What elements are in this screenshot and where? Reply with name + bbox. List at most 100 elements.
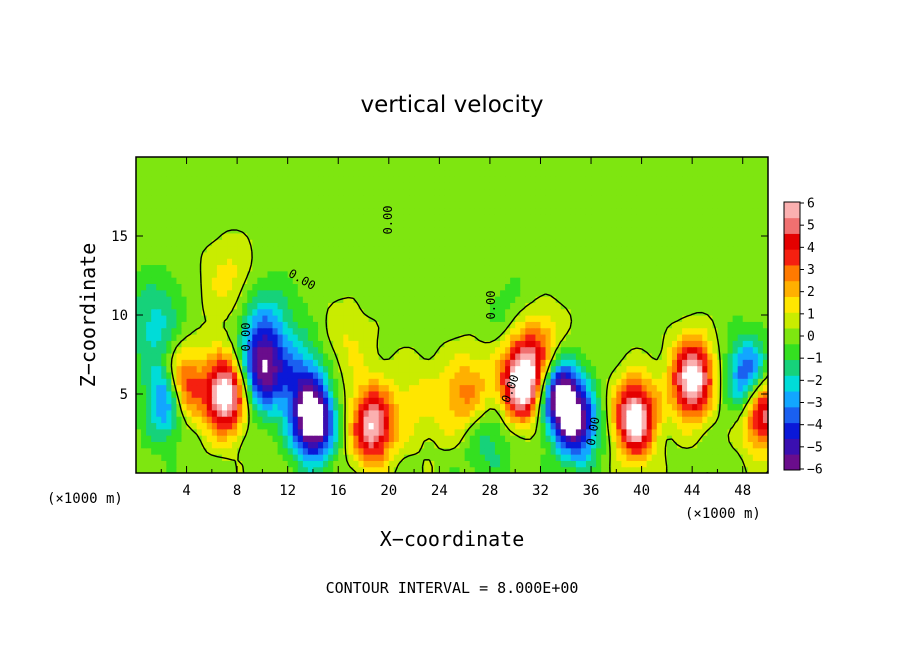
heatmap-cell [626,258,633,266]
heatmap-cell [459,258,466,266]
heatmap-cell [611,416,617,424]
heatmap-cell [398,390,405,398]
heatmap-cell [494,403,501,411]
heatmap-cell [378,409,385,417]
heatmap-cell [757,409,764,417]
heatmap-cell [717,346,724,354]
heatmap-cell [616,409,622,417]
heatmap-cell [272,460,279,468]
heatmap-cell [494,371,501,379]
heatmap-cell [757,289,764,297]
heatmap-cell [429,416,435,424]
heatmap-cell [338,403,344,411]
heatmap-cell [211,289,218,297]
heatmap-cell [302,403,309,411]
heatmap-cell [474,302,481,310]
heatmap-cell [186,371,193,379]
heatmap-cell [500,435,506,442]
heatmap-cell [520,245,526,253]
heatmap-cell [646,428,653,436]
heatmap-cell [393,321,400,329]
heatmap-cell [393,352,400,360]
heatmap-cell [646,232,653,240]
heatmap-cell [307,460,314,468]
heatmap-cell [181,352,188,360]
heatmap-cell [439,422,446,430]
heatmap-cell [318,378,324,386]
heatmap-cell [500,251,506,259]
heatmap-cell [252,435,258,442]
heatmap-cell [762,239,768,247]
heatmap-cell [338,371,344,379]
heatmap-cell [489,346,496,354]
heatmap-cell [242,422,248,430]
heatmap-cell [151,239,157,247]
heatmap-cell [525,327,531,335]
heatmap-cell [626,384,633,392]
heatmap-cell [565,466,572,473]
heatmap-cell [383,302,390,310]
heatmap-cell [338,409,344,417]
heatmap-cell [267,409,274,417]
heatmap-cell [247,416,253,424]
heatmap-cell [707,333,713,341]
heatmap-cell [737,289,744,297]
heatmap-cell [409,321,415,329]
heatmap-cell [221,390,228,398]
heatmap-cell [596,239,602,247]
heatmap-cell [211,239,218,247]
heatmap-cell [525,397,531,405]
heatmap-cell [762,454,768,461]
heatmap-cell [338,422,344,430]
heatmap-cell [707,466,713,473]
heatmap-cell [459,441,466,449]
heatmap-cell [747,308,754,316]
heatmap-cell [151,283,157,291]
heatmap-cell [312,447,319,455]
heatmap-cell [489,258,496,266]
heatmap-cell [631,270,638,278]
heatmap-cell [646,321,653,329]
heatmap-cell [292,296,299,303]
heatmap-cell [393,308,400,316]
heatmap-cell [323,302,329,310]
heatmap-cell [479,239,486,247]
heatmap-cell [388,384,395,392]
heatmap-cell [500,390,506,398]
heatmap-cell [181,245,188,253]
heatmap-cell [585,302,592,310]
heatmap-cell [287,327,294,335]
heatmap-cell [328,365,334,373]
heatmap-cell [338,384,344,392]
heatmap-cell [479,428,486,436]
heatmap-cell [141,384,147,392]
heatmap-cell [570,346,577,354]
heatmap-cell [692,403,698,411]
heatmap-cell [459,359,466,367]
heatmap-cell [419,416,425,424]
heatmap-cell [626,403,633,411]
heatmap-cell [186,403,193,411]
heatmap-cell [596,359,602,367]
heatmap-cell [297,232,304,240]
heatmap-cell [247,397,253,405]
heatmap-cell [444,466,451,473]
heatmap-cell [757,333,764,341]
heatmap-cell [312,289,319,297]
heatmap-cell [338,232,344,240]
heatmap-cell [702,226,708,234]
heatmap-cell [363,232,370,240]
heatmap-cell [307,352,314,360]
heatmap-cell [570,296,577,303]
heatmap-cell [151,371,157,379]
heatmap-cell [363,403,370,411]
heatmap-cell [646,308,653,316]
heatmap-cell [388,422,395,430]
heatmap-cell [312,416,319,424]
heatmap-cell [343,352,349,360]
heatmap-cell [141,422,147,430]
heatmap-cell [373,409,380,417]
heatmap-cell [297,289,304,297]
heatmap-cell [580,371,587,379]
heatmap-cell [348,397,355,405]
